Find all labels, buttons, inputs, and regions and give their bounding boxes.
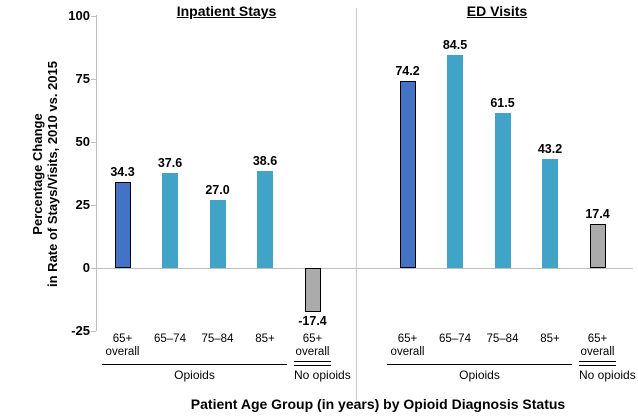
category-label-line: 65+ (587, 333, 608, 345)
y-tick-mark (91, 205, 96, 206)
bar-value-label: 74.2 (395, 64, 420, 79)
y-tick-mark (91, 268, 96, 269)
x-axis-title: Patient Age Group (in years) by Opioid D… (190, 396, 566, 412)
category-label-line: 65+ (302, 333, 323, 345)
y-tick-label: 50 (75, 134, 90, 149)
y-axis-line (96, 15, 97, 331)
category-label: 65–74 (427, 333, 483, 346)
category-label: 75–84 (190, 333, 246, 346)
bar-65+-overall (114, 181, 131, 268)
bar-value-label: 61.5 (490, 96, 515, 111)
category-label-line: 85+ (540, 333, 560, 345)
panel-title-ed-visits: ED Visits (466, 3, 528, 19)
y-tick-mark (91, 79, 96, 80)
y-tick-mark (91, 331, 96, 332)
group-label: No opioids (294, 368, 351, 382)
group-rule-top (294, 361, 331, 362)
category-label: 65+ overall (95, 333, 151, 359)
category-label: 65+ overall (380, 333, 436, 359)
category-label-line: overall (105, 346, 140, 358)
category-label: 65+ overall (570, 333, 626, 359)
bar-value-label: 84.5 (442, 38, 468, 53)
category-label: 65+ overall (285, 333, 341, 359)
group-rule-top (579, 361, 616, 362)
category-label-line: 65+ (397, 333, 418, 345)
category-label-line: 75–84 (201, 333, 234, 345)
category-label-line: 65–74 (439, 333, 471, 345)
group-label: Opioids (174, 368, 215, 382)
group-label: No opioids (579, 368, 636, 382)
bar-85+ (257, 170, 273, 268)
group-label: Opioids (459, 368, 500, 382)
bar-65–74 (162, 173, 178, 268)
group-rule (102, 364, 287, 365)
category-label-line: overall (295, 346, 330, 358)
y-tick-mark (91, 16, 96, 17)
bar-value-label: 27.0 (205, 182, 230, 197)
y-axis-title-line1: Percentage Change (30, 113, 45, 235)
y-tick-label: -25 (71, 323, 90, 338)
y-tick-label: 25 (75, 197, 90, 212)
group-rule-bottom (294, 365, 331, 366)
bar-85+ (542, 159, 558, 268)
category-label-line: overall (580, 346, 615, 358)
category-label: 75–84 (475, 333, 531, 346)
category-label: 85+ (237, 333, 293, 346)
group-rule (387, 364, 572, 365)
bar-65+-overall (589, 224, 606, 268)
y-axis-title-line2: in Rate of Stays/Visits, 2010 vs. 2015 (45, 61, 60, 287)
panel-divider-line (356, 8, 357, 400)
y-tick-label: 0 (82, 260, 90, 275)
category-label-line: 65–74 (154, 333, 186, 345)
category-label-line: overall (390, 346, 425, 358)
bar-65+-overall (399, 81, 416, 268)
panel-title-inpatient-stays: Inpatient Stays (176, 3, 277, 19)
y-tick-label: 100 (68, 8, 90, 23)
zero-gridline (97, 268, 633, 269)
bar-65+-overall (304, 268, 321, 312)
bar-value-label: 37.6 (157, 156, 183, 171)
category-label: 65–74 (142, 333, 198, 346)
y-axis-title: Percentage Change in Rate of Stays/Visit… (30, 6, 62, 342)
group-rule-bottom (579, 365, 616, 366)
category-label-line: 85+ (255, 333, 275, 345)
y-tick-label: 75 (75, 71, 90, 86)
bar-75–84 (209, 199, 226, 268)
category-label-line: 65+ (112, 333, 133, 345)
bar-75–84 (494, 113, 511, 268)
bar-65–74 (447, 55, 463, 268)
bar-value-label: 34.3 (110, 164, 135, 179)
bar-value-label: 38.6 (252, 153, 278, 168)
bar-value-label: 43.2 (537, 142, 563, 157)
bar-value-label: -17.4 (298, 313, 327, 328)
category-label: 85+ (522, 333, 578, 346)
category-label-line: 75–84 (486, 333, 519, 345)
bar-value-label: 17.4 (585, 207, 610, 222)
y-tick-mark (91, 142, 96, 143)
